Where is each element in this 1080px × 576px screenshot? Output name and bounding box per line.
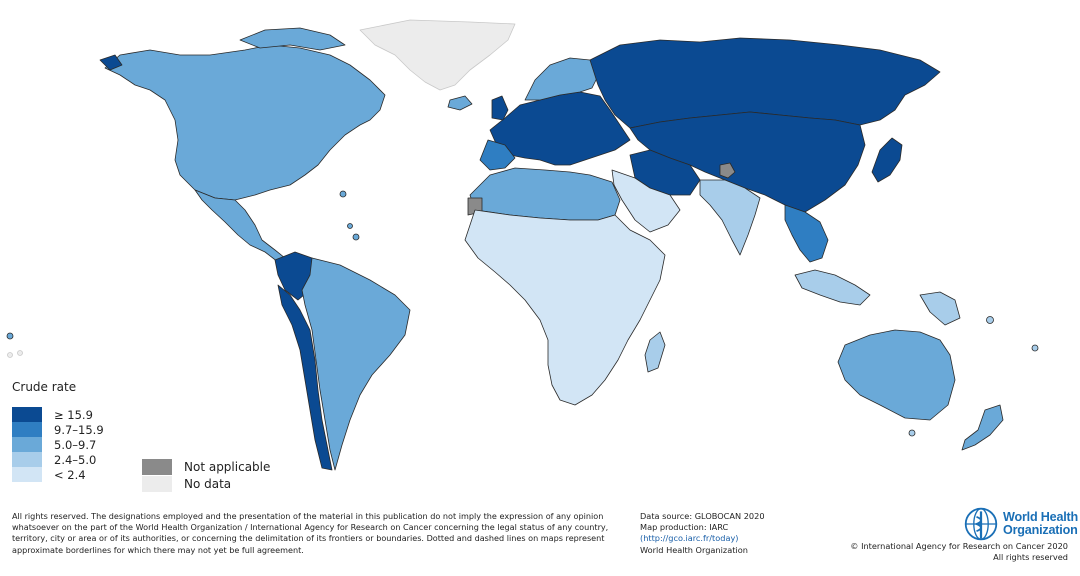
world-map <box>6 19 1039 471</box>
region-arabia[interactable] <box>611 169 681 233</box>
data-source-line: Data source: GLOBOCAN 2020 <box>640 511 765 521</box>
region-alaska-west[interactable] <box>99 54 123 71</box>
map-production-line: Map production: IARC <box>640 522 729 533</box>
region-iberia[interactable] <box>479 139 516 171</box>
region-central-america[interactable] <box>194 189 286 263</box>
region-greenland[interactable] <box>359 19 516 91</box>
legend-not-applicable: Not applicable <box>142 458 270 475</box>
not-applicable-swatch <box>142 458 172 475</box>
region-new-zealand[interactable] <box>961 404 1004 451</box>
copyright-line2: All rights reserved <box>993 552 1068 563</box>
region-new-guinea[interactable] <box>919 291 961 326</box>
legend-swatch-4 <box>12 452 42 467</box>
legend-class-3: 5.0–9.7 <box>12 437 104 452</box>
legend-extra: Not applicable No data <box>142 458 270 492</box>
legend: Crude rate ≥ 15.9 9.7–15.9 5.0–9.7 2.4–5.0 <… <box>12 380 104 482</box>
region-pacific-3[interactable] <box>17 350 23 356</box>
region-japan[interactable] <box>871 137 903 183</box>
who-logo-line1: World Health <box>1003 510 1079 524</box>
region-pacific-5[interactable] <box>1031 344 1039 352</box>
who-emblem-icon <box>964 507 998 541</box>
region-australia[interactable] <box>837 329 956 421</box>
no-data-label: No data <box>184 476 232 491</box>
region-madagascar[interactable] <box>644 331 666 373</box>
region-south-america[interactable] <box>301 257 411 471</box>
region-india[interactable] <box>699 179 761 256</box>
copyright-line1: © International Agency for Research on C… <box>850 541 1068 551</box>
source-block: Data source: GLOBOCAN 2020 Map productio… <box>640 511 765 556</box>
legend-class-4: 2.4–5.0 <box>12 452 104 467</box>
legend-swatch-5 <box>12 467 42 482</box>
legend-swatch-1 <box>12 407 42 422</box>
legend-class-5: < 2.4 <box>12 467 104 482</box>
source-link[interactable]: (http://gco.iarc.fr/today) <box>640 533 739 544</box>
who-logo-text: World Health Organization <box>1003 511 1078 537</box>
region-caribbean-3[interactable] <box>347 223 353 229</box>
who-logo: World Health Organization <box>963 506 1078 542</box>
legend-label-2: 9.7–15.9 <box>54 422 104 437</box>
region-pacific-4[interactable] <box>986 316 994 324</box>
region-pacific-2[interactable] <box>7 352 13 358</box>
legend-class-1: ≥ 15.9 <box>12 407 104 422</box>
region-pacific-1[interactable] <box>6 332 14 340</box>
region-not-applicable-asia[interactable] <box>719 162 736 179</box>
region-indonesia[interactable] <box>794 269 871 306</box>
legend-swatch-3 <box>12 437 42 452</box>
organization-line: World Health Organization <box>640 544 748 555</box>
legend-class-2: 9.7–15.9 <box>12 422 104 437</box>
disclaimer-text: All rights reserved. The designations em… <box>12 511 609 555</box>
legend-no-data: No data <box>142 475 270 492</box>
copyright-block: © International Agency for Research on C… <box>850 541 1068 563</box>
not-applicable-label: Not applicable <box>184 459 271 474</box>
region-arctic-islands[interactable] <box>239 27 346 51</box>
legend-label-5: < 2.4 <box>54 467 86 482</box>
legend-label-1: ≥ 15.9 <box>54 407 93 422</box>
region-sub-saharan-africa[interactable] <box>464 209 666 406</box>
region-caribbean-2[interactable] <box>352 233 360 241</box>
region-peru-chile[interactable] <box>277 284 333 471</box>
region-southeast-asia[interactable] <box>784 204 829 263</box>
legend-swatch-2 <box>12 422 42 437</box>
legend-label-4: 2.4–5.0 <box>54 452 97 467</box>
region-uk[interactable] <box>491 95 509 121</box>
no-data-swatch <box>142 475 172 492</box>
region-caribbean-1[interactable] <box>339 190 347 198</box>
legend-label-3: 5.0–9.7 <box>54 437 97 452</box>
region-iceland[interactable] <box>447 95 473 111</box>
legend-title: Crude rate <box>12 380 77 394</box>
who-logo-line2: Organization <box>1003 523 1078 537</box>
region-pacific-6[interactable] <box>908 429 916 437</box>
region-north-america[interactable] <box>104 44 386 201</box>
